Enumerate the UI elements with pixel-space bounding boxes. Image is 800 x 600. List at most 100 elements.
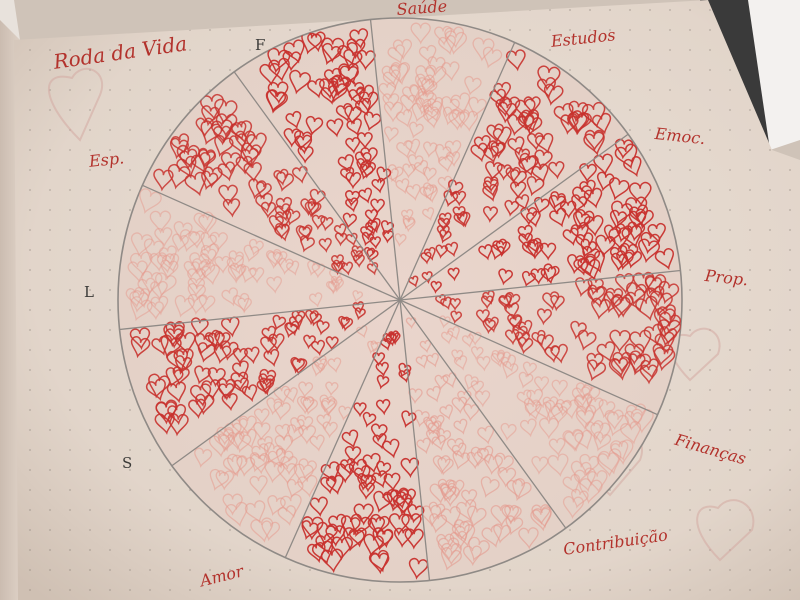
heart-doodle xyxy=(456,211,471,228)
heart-doodle xyxy=(444,26,464,49)
heart-doodle xyxy=(527,132,544,152)
heart-doodle xyxy=(345,232,358,247)
heart-doodle xyxy=(194,447,213,468)
heart-doodle xyxy=(294,130,313,151)
heart-doodle xyxy=(362,452,381,474)
heart-doodle xyxy=(353,503,374,526)
heart-doodle xyxy=(483,176,499,193)
heart-doodle xyxy=(436,428,452,446)
heart-doodle xyxy=(371,177,386,194)
heart-doodle xyxy=(441,61,460,82)
heart-doodle xyxy=(520,207,538,226)
heart-doodle xyxy=(214,255,231,274)
heart-doodle xyxy=(405,184,421,201)
heart-doodle xyxy=(358,481,375,501)
heart-doodle xyxy=(244,500,266,524)
heart-doodle xyxy=(434,25,453,46)
heart-doodle xyxy=(437,217,451,232)
heart-doodle xyxy=(595,234,616,258)
heart-doodle xyxy=(422,166,437,183)
wheel-spoke xyxy=(284,299,401,558)
heart-doodle xyxy=(463,545,482,567)
heart-doodle xyxy=(451,349,464,364)
heart-doodle xyxy=(307,201,322,218)
heart-doodle xyxy=(413,160,429,177)
heart-doodle xyxy=(357,473,373,491)
heart-doodle xyxy=(352,301,365,315)
heart-doodle xyxy=(130,336,151,359)
heart-doodle xyxy=(261,325,276,343)
heart-doodle xyxy=(435,294,446,307)
heart-doodle xyxy=(356,158,372,176)
heart-doodle xyxy=(366,262,379,276)
heart-doodle xyxy=(200,93,224,121)
heart-doodle xyxy=(543,83,564,106)
heart-doodle xyxy=(536,334,554,354)
heart-doodle xyxy=(280,456,298,476)
heart-doodle xyxy=(320,85,338,105)
heart-doodle xyxy=(586,352,604,372)
heart-doodle xyxy=(249,475,268,496)
heart-doodle xyxy=(422,207,435,222)
heart-doodle xyxy=(441,330,454,345)
heart-doodle xyxy=(360,474,377,493)
heart-doodle xyxy=(267,251,283,269)
heart-doodle xyxy=(551,379,568,398)
heart-doodle xyxy=(297,145,314,164)
heart-doodle xyxy=(231,120,253,144)
heart-doodle xyxy=(155,272,177,297)
heart-doodle xyxy=(285,110,302,130)
heart-doodle xyxy=(562,496,584,519)
heart-doodle xyxy=(518,371,534,389)
heart-doodle xyxy=(163,323,185,348)
heart-doodle xyxy=(370,198,385,215)
heart-doodle xyxy=(354,307,366,321)
heart-doodle xyxy=(482,290,495,305)
heart-doodle xyxy=(352,290,364,303)
heart-doodle xyxy=(129,327,151,351)
label-s: S xyxy=(122,454,133,472)
heart-doodle xyxy=(361,231,375,247)
heart-doodle xyxy=(230,371,249,392)
heart-doodle xyxy=(517,224,533,243)
heart-doodle xyxy=(480,476,500,498)
heart-doodle xyxy=(540,266,557,285)
wheel-spoke xyxy=(399,299,658,416)
heart-doodle xyxy=(275,196,293,216)
heart-doodle xyxy=(612,294,634,318)
heart-doodle xyxy=(189,252,210,275)
heart-doodle xyxy=(356,325,368,339)
heart-doodle xyxy=(553,103,574,126)
heart-doodle xyxy=(201,170,219,191)
heart-doodle xyxy=(597,448,622,475)
heart-doodle xyxy=(544,345,560,364)
heart-doodle xyxy=(467,505,487,528)
heart-doodle xyxy=(363,111,382,132)
heart-doodle xyxy=(319,394,336,413)
heart-doodle xyxy=(426,352,439,368)
heart-doodle xyxy=(388,63,409,86)
heart-doodle xyxy=(447,326,460,341)
heart-doodle xyxy=(375,361,389,378)
hearts-layer xyxy=(125,22,682,580)
heart-doodle xyxy=(207,332,225,352)
heart-doodle xyxy=(316,320,330,336)
heart-doodle xyxy=(285,320,300,337)
heart-doodle xyxy=(608,227,630,251)
heart-doodle xyxy=(362,411,377,428)
heart-doodle xyxy=(376,528,394,549)
heart-doodle xyxy=(418,44,437,65)
heart-doodle xyxy=(568,100,589,123)
heart-doodle xyxy=(409,121,424,139)
heart-doodle xyxy=(504,302,520,320)
heart-doodle xyxy=(632,271,655,296)
heart-doodle xyxy=(267,495,286,516)
heart-doodle xyxy=(611,200,633,226)
heart-doodle xyxy=(360,147,378,167)
heart-doodle xyxy=(343,527,365,552)
heart-doodle xyxy=(401,209,414,224)
heart-doodle xyxy=(571,194,588,213)
heart-doodle xyxy=(505,515,524,536)
heart-doodle xyxy=(382,438,400,459)
